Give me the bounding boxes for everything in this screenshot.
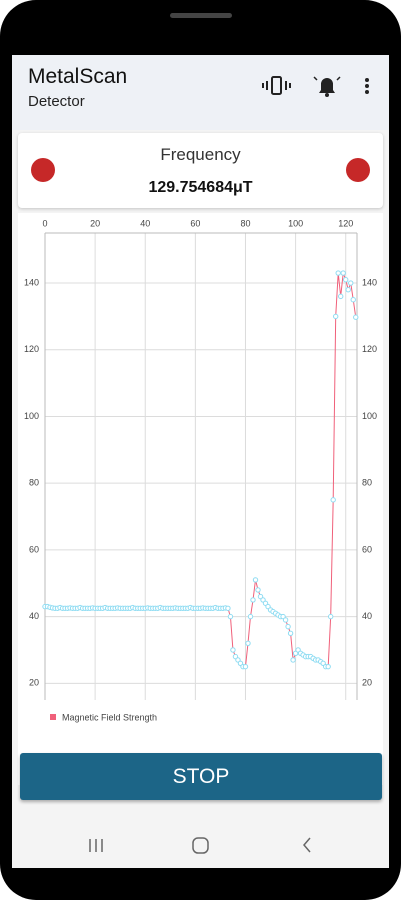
frequency-card: Frequency 129.754684μT (18, 133, 383, 208)
nav-bar (89, 837, 311, 854)
data-point (345, 287, 351, 293)
y-tick-label: 60 (29, 544, 39, 554)
y-tick-label-right: 20 (362, 678, 372, 688)
data-point (332, 313, 339, 320)
screen: MetalScan Detector Frequency 129.754684μ… (12, 55, 389, 868)
indicator-left (31, 158, 55, 182)
card-label: Frequency (160, 145, 241, 164)
y-tick-label: 100 (24, 411, 39, 421)
data-point (227, 613, 234, 620)
y-tick-label: 120 (24, 344, 39, 354)
y-tick-label-right: 40 (362, 611, 372, 621)
x-tick-label: 120 (338, 218, 353, 228)
data-point (327, 613, 334, 620)
card-value: 129.754684μT (148, 179, 253, 196)
y-tick-label: 140 (24, 277, 39, 287)
data-point (343, 277, 349, 283)
data-point (225, 605, 231, 611)
x-tick-label: 80 (240, 218, 250, 228)
y-tick-label-right: 100 (362, 411, 377, 421)
data-point (338, 293, 344, 300)
data-point (250, 597, 256, 603)
app-subtitle: Detector (28, 93, 85, 110)
data-point (335, 270, 341, 276)
x-tick-label: 100 (288, 218, 303, 228)
data-point (290, 657, 296, 663)
x-tick-label: 60 (190, 218, 200, 228)
app-actions[interactable] (262, 73, 382, 101)
app-title: MetalScan (28, 65, 128, 88)
data-point (350, 297, 356, 303)
data-point (353, 314, 359, 320)
data-point (255, 587, 261, 593)
legend-label: Magnetic Field Strength (62, 712, 157, 722)
data-point (340, 270, 346, 276)
y-tick-label-right: 140 (362, 277, 377, 287)
y-tick-label-right: 60 (362, 544, 372, 554)
chart-panel (18, 213, 383, 785)
data-point (252, 577, 259, 583)
x-tick-label: 40 (140, 218, 150, 228)
x-tick-label: 0 (42, 218, 47, 228)
data-point (242, 663, 249, 670)
data-point (348, 280, 354, 286)
y-tick-label-right: 80 (362, 478, 372, 488)
stop-button[interactable]: STOP (20, 753, 382, 800)
data-point (247, 613, 254, 620)
data-point (230, 647, 236, 653)
y-tick-label: 20 (29, 678, 39, 688)
y-tick-label: 80 (29, 478, 39, 488)
data-point (282, 617, 289, 623)
data-point (325, 663, 331, 670)
data-point (330, 497, 336, 503)
legend-swatch (50, 714, 56, 720)
app-bar: MetalScan Detector (12, 55, 389, 130)
y-tick-label: 40 (29, 611, 39, 621)
speaker (170, 13, 232, 18)
y-tick-label-right: 120 (362, 344, 377, 354)
data-point (285, 623, 291, 630)
data-point (287, 630, 294, 636)
x-tick-label: 20 (90, 218, 100, 228)
indicator-right (346, 158, 370, 182)
data-point (245, 640, 251, 646)
